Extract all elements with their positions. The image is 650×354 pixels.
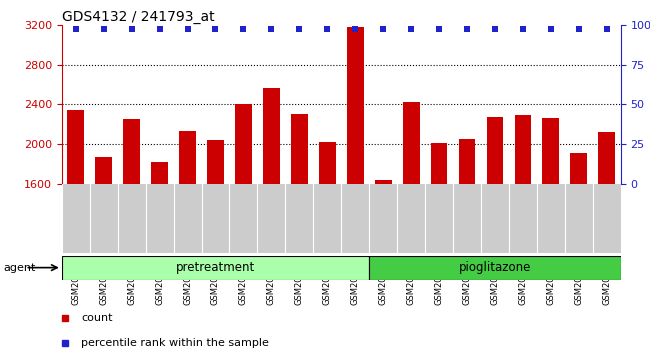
Text: agent: agent (3, 263, 36, 273)
Bar (403, 102, 419, 343)
Text: count: count (81, 313, 112, 323)
Bar (459, 139, 475, 343)
Bar (543, 118, 559, 343)
Text: percentile rank within the sample: percentile rank within the sample (81, 338, 269, 348)
Bar (124, 119, 140, 343)
Text: pretreatment: pretreatment (176, 261, 255, 274)
Bar (151, 162, 168, 343)
Text: pioglitazone: pioglitazone (459, 261, 531, 274)
Bar (571, 153, 587, 343)
Bar (96, 157, 112, 343)
Text: GDS4132 / 241793_at: GDS4132 / 241793_at (62, 10, 214, 24)
Bar (375, 180, 391, 343)
Bar (599, 132, 615, 343)
Bar (179, 131, 196, 343)
Bar (263, 87, 280, 343)
Bar (319, 142, 335, 343)
Bar (207, 140, 224, 343)
Bar (487, 118, 503, 343)
Bar (515, 115, 531, 343)
Bar (235, 104, 252, 343)
Bar (369, 256, 621, 280)
Bar (291, 114, 307, 343)
Bar (347, 27, 363, 343)
Bar (431, 143, 447, 343)
Bar (62, 256, 369, 280)
Bar (68, 110, 84, 343)
